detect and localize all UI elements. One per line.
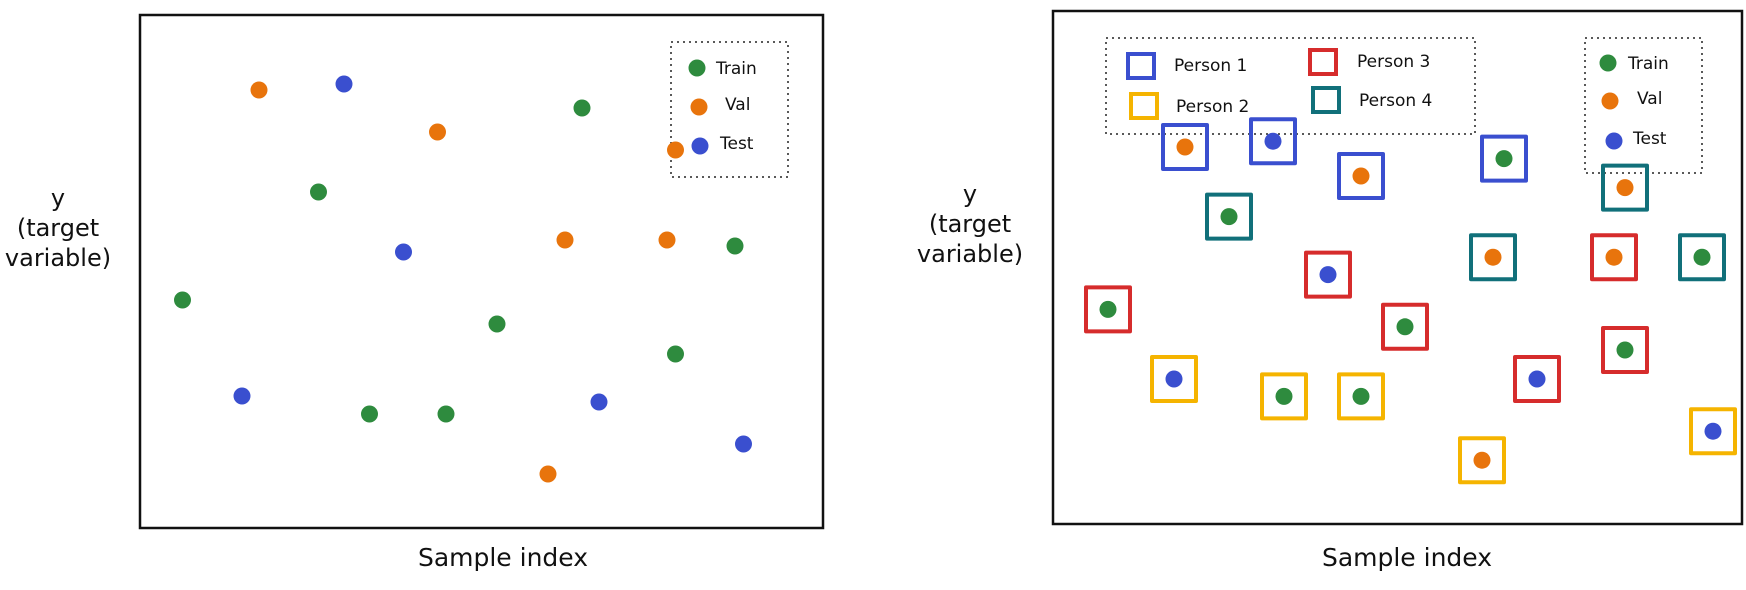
right-point-2 — [1176, 138, 1194, 156]
right-point-16 — [1616, 341, 1634, 359]
right-legend-person3-marker — [1308, 48, 1338, 76]
left-point-5 — [361, 405, 378, 423]
left-legend: Train Val Test — [670, 41, 789, 178]
right-legend-person1-label: Person 1 — [1174, 56, 1247, 76]
right-point-5 — [1275, 387, 1293, 405]
left-point-10 — [539, 465, 557, 483]
right-plot-points — [1084, 117, 1737, 485]
left-point-17 — [726, 237, 744, 255]
right-person-square-11 — [1469, 233, 1517, 282]
left-point-2 — [250, 81, 268, 99]
right-legend-val-marker — [1601, 92, 1619, 110]
right-legend-test-label: Test — [1632, 129, 1667, 149]
right-person-square-14 — [1590, 233, 1638, 282]
right-legend-person4-marker — [1311, 86, 1341, 114]
right-person-square-15 — [1601, 163, 1649, 212]
left-legend-val-marker — [690, 98, 708, 116]
right-person-square-3 — [1205, 192, 1253, 241]
right-point-0 — [1099, 300, 1117, 318]
right-person-square-18 — [1689, 407, 1737, 456]
left-xlabel: Sample index — [418, 543, 588, 572]
left-legend-train-marker — [688, 59, 706, 77]
right-person-square-4 — [1249, 117, 1297, 166]
right-person-square-9 — [1381, 302, 1429, 351]
right-person-square-2 — [1161, 123, 1209, 171]
left-point-9 — [488, 315, 506, 333]
left-point-13 — [590, 393, 608, 411]
right-person-square-1 — [1150, 355, 1198, 403]
left-panel: y (target variable) Sample index Train V… — [5, 13, 825, 572]
right-person-legend-box — [1105, 37, 1476, 135]
right-legend-person2-label: Person 2 — [1176, 97, 1249, 117]
right-point-1 — [1165, 370, 1183, 388]
right-person-square-16 — [1601, 326, 1649, 374]
left-point-16 — [667, 345, 684, 363]
right-point-17 — [1693, 248, 1711, 266]
right-legend-test-marker — [1605, 132, 1623, 150]
right-person-square-0 — [1084, 285, 1132, 334]
right-point-11 — [1484, 248, 1502, 266]
right-point-18 — [1704, 422, 1722, 440]
left-plot-points — [174, 75, 752, 483]
right-person-square-17 — [1678, 233, 1726, 282]
right-person-legend: Person 1 Person 2 Person 3 Person 4 — [1105, 37, 1476, 135]
right-person-square-8 — [1337, 372, 1385, 421]
left-point-18 — [735, 435, 752, 453]
left-legend-train-label: Train — [715, 59, 757, 79]
left-point-6 — [395, 243, 412, 261]
right-legend-person4-label: Person 4 — [1359, 91, 1432, 111]
left-legend-test-marker — [691, 137, 709, 155]
right-ylabel-line-2: (target — [929, 210, 1011, 238]
right-person-square-5 — [1260, 372, 1308, 421]
right-point-7 — [1352, 167, 1370, 185]
right-point-14 — [1605, 248, 1623, 266]
right-panel: y (target variable) Sample index Person … — [917, 9, 1744, 572]
left-point-1 — [233, 387, 251, 405]
right-ylabel-line-1: y — [963, 180, 977, 208]
left-legend-val-label: Val — [725, 95, 750, 115]
right-plot-frame — [1051, 9, 1744, 526]
right-point-3 — [1220, 208, 1238, 226]
left-point-8 — [437, 405, 455, 423]
right-set-legend: Train Val Test — [1584, 37, 1703, 174]
right-point-12 — [1495, 150, 1513, 168]
right-legend-val-label: Val — [1637, 89, 1662, 109]
right-person-square-7 — [1337, 152, 1385, 200]
left-point-11 — [556, 231, 574, 249]
left-ylabel-line-2: (target — [17, 214, 99, 242]
left-point-15 — [667, 141, 684, 159]
left-legend-test-label: Test — [719, 134, 754, 154]
left-plot-frame — [138, 13, 825, 530]
right-legend-person1-marker — [1126, 52, 1156, 80]
right-person-square-10 — [1458, 436, 1506, 485]
right-point-9 — [1396, 318, 1414, 336]
right-point-15 — [1616, 179, 1634, 197]
left-ylabel-line-3: variable) — [5, 244, 111, 272]
right-point-10 — [1473, 451, 1491, 469]
right-legend-train-marker — [1599, 54, 1617, 72]
right-person-square-6 — [1304, 250, 1352, 299]
right-person-square-12 — [1480, 134, 1528, 183]
right-legend-person3-label: Person 3 — [1357, 52, 1430, 72]
left-point-3 — [310, 183, 327, 201]
right-legend-train-label: Train — [1627, 54, 1669, 74]
left-point-7 — [429, 123, 446, 141]
right-legend-person2-marker — [1129, 92, 1159, 120]
left-point-14 — [658, 231, 676, 249]
right-point-8 — [1352, 387, 1370, 405]
right-point-4 — [1264, 132, 1282, 150]
left-point-0 — [174, 291, 191, 309]
left-point-12 — [573, 99, 591, 117]
right-xlabel: Sample index — [1322, 543, 1492, 572]
right-person-square-13 — [1513, 355, 1561, 403]
right-point-6 — [1319, 266, 1337, 284]
left-point-4 — [335, 75, 353, 93]
left-ylabel-line-1: y — [51, 184, 65, 212]
right-point-13 — [1528, 370, 1546, 388]
right-ylabel-line-3: variable) — [917, 240, 1023, 268]
